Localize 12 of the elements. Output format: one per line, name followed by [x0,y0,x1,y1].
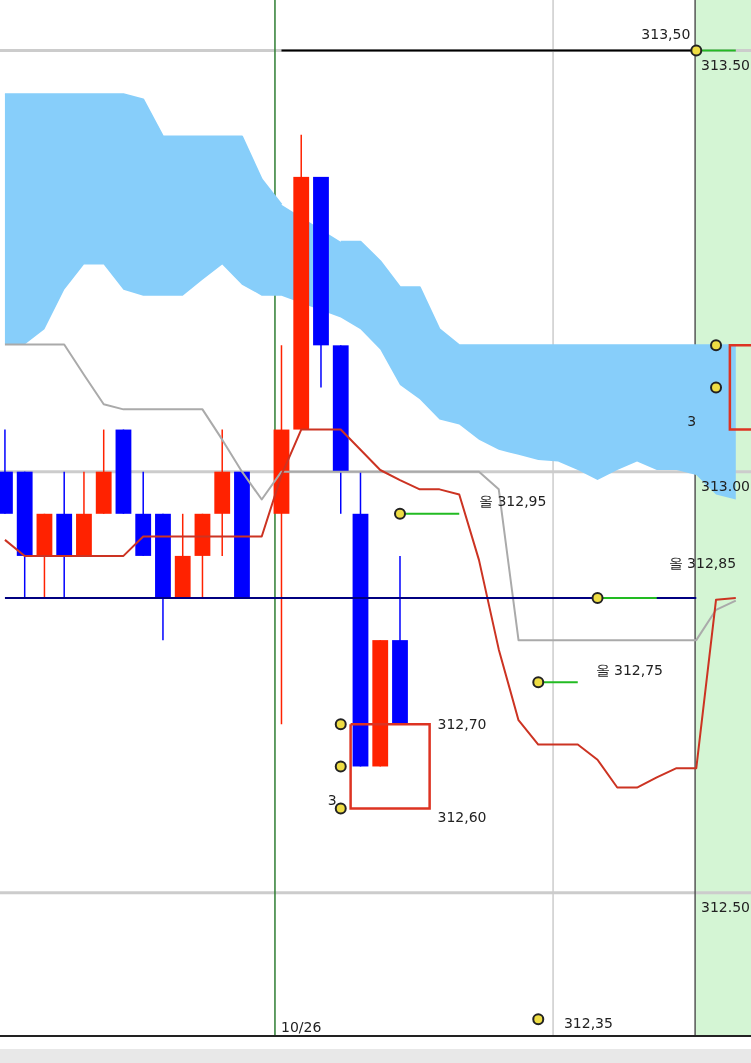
x-tick-label: 10/26 [281,1019,322,1035]
annotation: 312,60 [437,809,487,826]
annotation: 올 312,95 [479,493,547,510]
annotation: 올 312,75 [595,661,663,678]
annotation: 3 [327,792,337,809]
y-tick-label: 312.50 [701,898,750,915]
annotation: 312,70 [437,716,487,733]
annotation: 313,50 [641,25,691,42]
annotation: 3 [687,413,697,430]
y-tick-label: 313.50 [701,56,750,73]
y-tick-label: 313.00 [701,477,750,494]
annotation: 312,35 [563,1015,613,1032]
